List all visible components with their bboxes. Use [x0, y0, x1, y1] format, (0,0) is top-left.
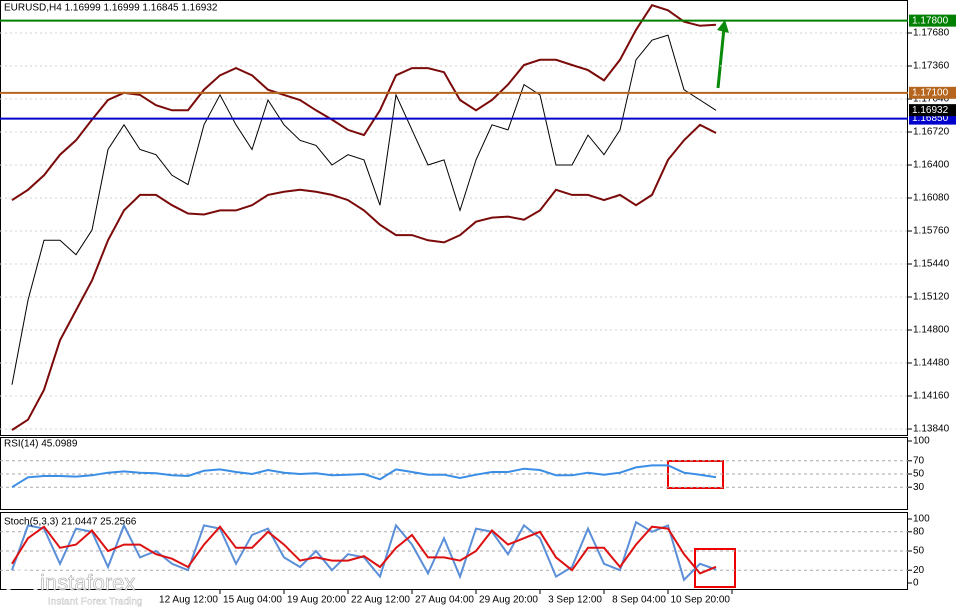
y-tick-label: 1.17040: [913, 94, 950, 105]
x-tick-label: 15 Aug 04:00: [223, 595, 282, 606]
y-tick-label: 1.14480: [913, 358, 950, 369]
y-tick-label: 80: [913, 526, 925, 537]
y-tick-label: 50: [913, 546, 925, 557]
y-tick-label: 1.16080: [913, 193, 950, 204]
y-tick-label: 100: [913, 436, 930, 447]
series-line: [11, 520, 717, 582]
y-tick-label: 1.14800: [913, 325, 950, 336]
y-tick-label: 1.17680: [913, 28, 950, 39]
current-price-label: 1.16932: [912, 105, 949, 116]
x-tick-label: 27 Aug 04:00: [415, 595, 474, 606]
panel-title: EURUSD,H4 1.16999 1.16999 1.16845 1.1693…: [4, 3, 218, 14]
y-tick-label: 1.15760: [913, 226, 950, 237]
y-tick-label: 1.17360: [913, 61, 950, 72]
y-tick-label: 20: [913, 565, 925, 576]
y-tick-label: 1.14160: [913, 391, 950, 402]
watermark-brand: instaforex: [40, 570, 135, 595]
x-tick-label: 3 Sep 12:00: [548, 595, 602, 606]
y-tick-label: 30: [913, 482, 925, 493]
price-level-label: 1.17800: [912, 15, 949, 26]
x-tick-label: 22 Aug 12:00: [351, 595, 410, 606]
price-level-label: 1.17100: [912, 87, 949, 98]
y-tick-label: 1.16400: [913, 160, 950, 171]
series-line: [11, 525, 717, 575]
price-level-tag: [909, 14, 956, 27]
y-tick-label: 1.16720: [913, 127, 950, 138]
panel-title: Stoch(5,3,3) 21.0447 25.2566: [4, 517, 137, 528]
y-tick-label: 100: [913, 514, 930, 525]
series-line: [11, 123, 717, 431]
forecast-arrow: [716, 27, 726, 89]
y-tick-label: 0: [913, 578, 919, 589]
x-tick-label: 10 Sep 20:00: [671, 595, 731, 606]
x-tick-label: 19 Aug 20:00: [287, 595, 346, 606]
watermark: instaforex Instant Forex Trading: [6, 570, 143, 608]
watermark-logo: [6, 570, 38, 602]
series-line: [11, 464, 717, 489]
watermark-tagline: Instant Forex Trading: [48, 597, 143, 608]
x-tick-label: 29 Aug 20:00: [479, 595, 538, 606]
y-tick-label: 1.15440: [913, 259, 950, 270]
series-line: [11, 34, 717, 385]
y-tick-label: 1.13840: [913, 424, 950, 435]
current-price-tag: [909, 104, 956, 117]
panel-title: RSI(14) 45.0989: [4, 439, 78, 450]
y-tick-label: 50: [913, 469, 925, 480]
forecast-arrow-head: [717, 20, 729, 33]
price-level-label: 1.16850: [912, 113, 949, 124]
y-tick-label: 1.15120: [913, 292, 950, 303]
main-frame: [0, 0, 908, 436]
x-tick-label: 12 Aug 12:00: [159, 595, 218, 606]
price-level-tag: [909, 86, 956, 99]
x-tick-label: 8 Sep 04:00: [612, 595, 666, 606]
y-tick-label: 70: [913, 455, 925, 466]
